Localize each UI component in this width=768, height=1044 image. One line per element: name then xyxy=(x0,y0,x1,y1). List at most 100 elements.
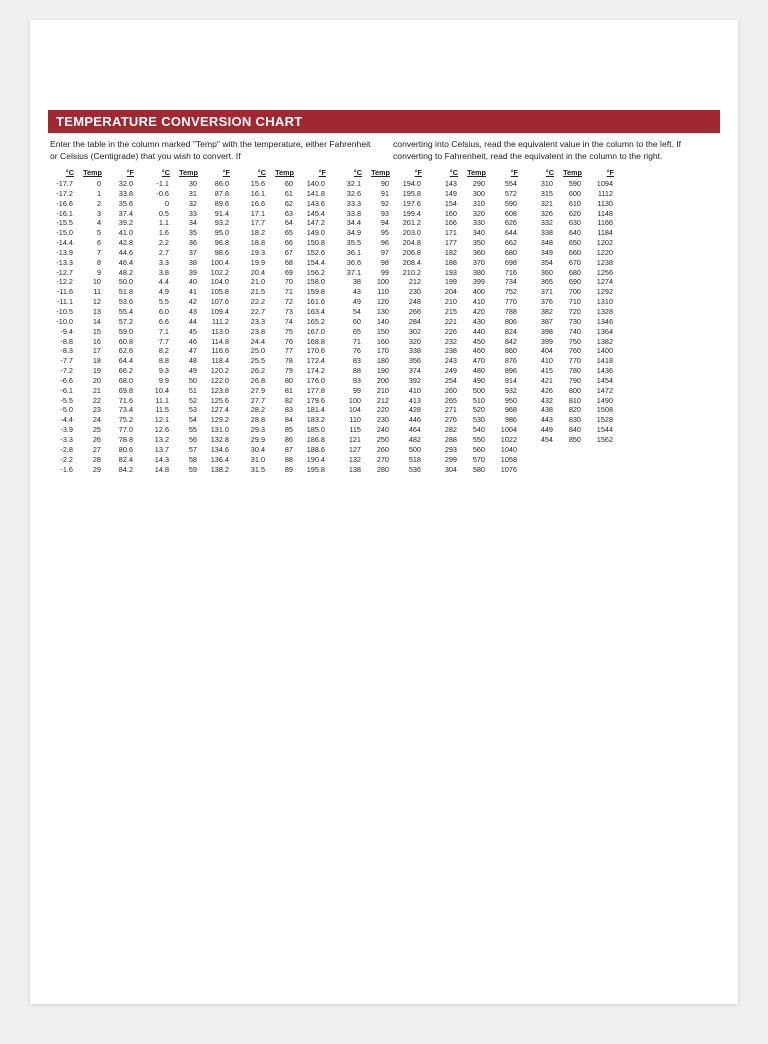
cell-temp: 87 xyxy=(268,445,294,455)
cell-f: 127.4 xyxy=(200,405,230,415)
cell-c: 354 xyxy=(528,258,554,268)
cell-temp: 3 xyxy=(76,209,102,219)
cell-c: 26.8 xyxy=(240,376,266,386)
cell-c: -7.7 xyxy=(48,356,74,366)
cell-c: -3.9 xyxy=(48,425,74,435)
cell-f: 156.2 xyxy=(296,268,326,278)
cell-temp: 33 xyxy=(172,209,198,219)
cell-temp: 93 xyxy=(364,209,390,219)
cell-f: 1436 xyxy=(584,366,614,376)
cell-temp: 290 xyxy=(460,179,486,189)
cell-c: 299 xyxy=(432,455,458,465)
cell-c: -10.5 xyxy=(48,307,74,317)
page-container: TEMPERATURE CONVERSION CHART Enter the t… xyxy=(30,20,738,1004)
cell-f: 626 xyxy=(488,218,518,228)
cell-temp: 14 xyxy=(76,317,102,327)
cell-temp: 590 xyxy=(556,179,582,189)
cell-c: 15.6 xyxy=(240,179,266,189)
cell-temp: 740 xyxy=(556,327,582,337)
cell-f: 168.8 xyxy=(296,337,326,347)
cell-c: 5.5 xyxy=(144,297,170,307)
cell-c: 410 xyxy=(528,356,554,366)
cell-c: 22.2 xyxy=(240,297,266,307)
cell-c: 454 xyxy=(528,435,554,445)
cell-temp: 810 xyxy=(556,396,582,406)
cell-c: 1.6 xyxy=(144,228,170,238)
cell-temp: 16 xyxy=(76,337,102,347)
cell-c: 254 xyxy=(432,376,458,386)
cell-temp: 23 xyxy=(76,405,102,415)
cell-temp: 9 xyxy=(76,268,102,278)
cell-temp: 96 xyxy=(364,238,390,248)
cell-c: 17.7 xyxy=(240,218,266,228)
cell-f: 1292 xyxy=(584,287,614,297)
cell-temp: 58 xyxy=(172,455,198,465)
col-temp: Temp590600610620630640650660670680690700… xyxy=(556,168,582,474)
cell-temp: 11 xyxy=(76,287,102,297)
cell-temp: 98 xyxy=(364,258,390,268)
cell-temp: 47 xyxy=(172,346,198,356)
cell-temp: 460 xyxy=(460,346,486,356)
cell-temp: 750 xyxy=(556,337,582,347)
cell-temp: 600 xyxy=(556,189,582,199)
cell-c: 17.1 xyxy=(240,209,266,219)
cell-temp: 73 xyxy=(268,307,294,317)
cell-f: 161.6 xyxy=(296,297,326,307)
header-f: °F xyxy=(200,168,230,178)
cell-f: 1148 xyxy=(584,209,614,219)
cell-c: 26.2 xyxy=(240,366,266,376)
cell-temp: 10 xyxy=(76,277,102,287)
cell-f: 536 xyxy=(392,465,422,475)
cell-temp: 500 xyxy=(460,386,486,396)
cell-f: 1202 xyxy=(584,238,614,248)
cell-c: 14.3 xyxy=(144,455,170,465)
cell-f: 1238 xyxy=(584,258,614,268)
cell-temp: 540 xyxy=(460,425,486,435)
cell-f: 51.8 xyxy=(104,287,134,297)
cell-f: 118.4 xyxy=(200,356,230,366)
cell-f: 968 xyxy=(488,405,518,415)
cell-temp: 41 xyxy=(172,287,198,297)
cell-c: 160 xyxy=(432,209,458,219)
cell-temp: 620 xyxy=(556,209,582,219)
cell-f: 185.0 xyxy=(296,425,326,435)
cell-c: 11.1 xyxy=(144,396,170,406)
cell-c: 326 xyxy=(528,209,554,219)
cell-f: 188.6 xyxy=(296,445,326,455)
cell-c: -8.3 xyxy=(48,346,74,356)
cell-c: 426 xyxy=(528,386,554,396)
cell-temp: 48 xyxy=(172,356,198,366)
cell-c: 449 xyxy=(528,425,554,435)
cell-temp: 69 xyxy=(268,268,294,278)
cell-temp: 340 xyxy=(460,228,486,238)
cell-f: 107.6 xyxy=(200,297,230,307)
cell-temp: 240 xyxy=(364,425,390,435)
cell-c: 54 xyxy=(336,307,362,317)
cell-c: 349 xyxy=(528,248,554,258)
cell-c: 127 xyxy=(336,445,362,455)
cell-c: 19.3 xyxy=(240,248,266,258)
cell-temp: 54 xyxy=(172,415,198,425)
cell-temp: 12 xyxy=(76,297,102,307)
cell-c: 1.1 xyxy=(144,218,170,228)
cell-temp: 35 xyxy=(172,228,198,238)
cell-c: 9.9 xyxy=(144,376,170,386)
cell-f: 210.2 xyxy=(392,268,422,278)
cell-temp: 86 xyxy=(268,435,294,445)
cell-f: 68.0 xyxy=(104,376,134,386)
col-temp: Temp303132333435363738394041424344454647… xyxy=(172,168,198,474)
cell-temp: 91 xyxy=(364,189,390,199)
cell-f: 109.4 xyxy=(200,307,230,317)
cell-f: 91.4 xyxy=(200,209,230,219)
cell-f: 464 xyxy=(392,425,422,435)
cell-c: 232 xyxy=(432,337,458,347)
cell-c: 14.8 xyxy=(144,465,170,475)
intro-left: Enter the table in the column marked "Te… xyxy=(50,139,375,162)
cell-c: 438 xyxy=(528,405,554,415)
cell-temp: 20 xyxy=(76,376,102,386)
cell-temp: 680 xyxy=(556,268,582,278)
cell-c: 226 xyxy=(432,327,458,337)
cell-f: 1130 xyxy=(584,199,614,209)
cell-c: 288 xyxy=(432,435,458,445)
cell-c: -17.2 xyxy=(48,189,74,199)
